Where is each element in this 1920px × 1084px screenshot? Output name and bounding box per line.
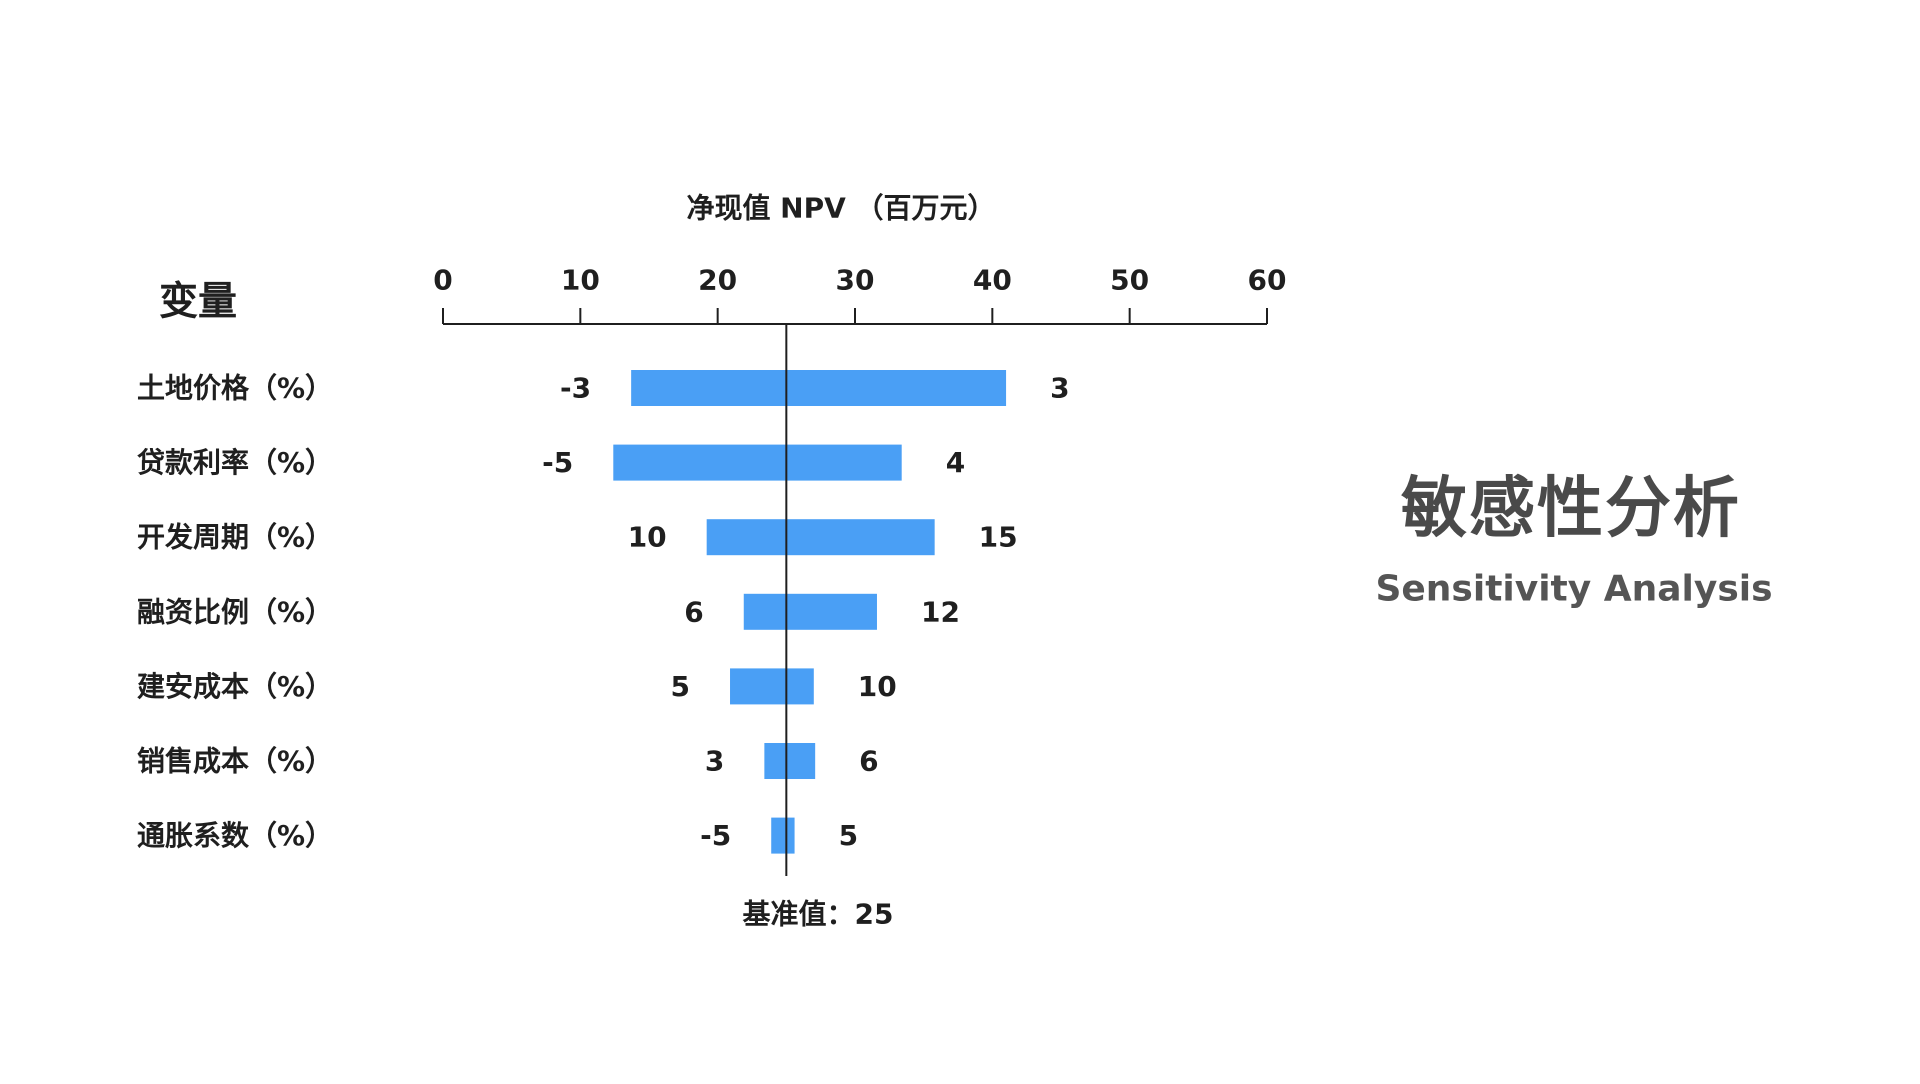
x-tick-label: 50 xyxy=(1110,264,1149,297)
bar-high-label: 3 xyxy=(1050,372,1069,405)
bar-low-label: -5 xyxy=(542,446,573,479)
variable-label: 开发周期（%） xyxy=(137,521,333,554)
x-tick-label: 20 xyxy=(698,264,737,297)
bar-low-label: -5 xyxy=(700,819,731,852)
x-tick-label: 40 xyxy=(973,264,1012,297)
variable-column-title: 变量 xyxy=(159,280,237,325)
bar-high-label: 12 xyxy=(921,595,960,628)
variable-label: 建安成本（%） xyxy=(137,670,333,703)
bar-high-label: 6 xyxy=(859,745,878,778)
bar xyxy=(764,743,816,779)
bar xyxy=(771,817,795,854)
bar xyxy=(631,370,1007,406)
bar-low-label: -3 xyxy=(560,372,591,405)
bars xyxy=(613,370,1007,854)
bar-high-label: 5 xyxy=(839,819,858,852)
bar-high-label: 10 xyxy=(858,670,897,703)
x-tick-label: 30 xyxy=(836,264,875,297)
bar xyxy=(706,519,935,556)
bar-low-label: 6 xyxy=(684,595,703,628)
bar-high-label: 4 xyxy=(946,446,965,479)
variable-label: 土地价格（%） xyxy=(137,372,333,405)
variable-label: 融资比例（%） xyxy=(137,595,333,628)
x-tick-label: 10 xyxy=(561,264,600,297)
variable-label: 销售成本（%） xyxy=(137,745,333,778)
bar-low-label: 3 xyxy=(705,745,724,778)
x-axis-title: 净现值 NPV （百万元） xyxy=(686,192,995,225)
baseline-label: 基准值：25 xyxy=(743,898,894,931)
row-labels: 土地价格（%） 贷款利率（%） 开发周期（%） 融资比例（%） 建安成本（%） 销售成本（… xyxy=(137,372,333,853)
bar xyxy=(730,668,814,705)
bar xyxy=(743,593,877,630)
variable-label: 通胀系数（%） xyxy=(137,819,333,852)
side-title-en: Sensitivity Analysis xyxy=(1375,569,1772,610)
value-labels: -3 3 -5 4 10 15 6 12 5 10 3 6 -5 5 xyxy=(542,372,1069,853)
variable-label: 贷款利率（%） xyxy=(137,446,333,479)
x-axis: 0 10 20 30 40 50 60 xyxy=(433,264,1286,325)
side-title-zh: 敏感性分析 xyxy=(1401,470,1741,547)
x-tick-label: 60 xyxy=(1248,264,1287,297)
bar-low-label: 5 xyxy=(671,670,690,703)
bar xyxy=(613,444,902,481)
bar-low-label: 10 xyxy=(628,521,667,554)
bar-high-label: 15 xyxy=(979,521,1018,554)
x-tick-label: 0 xyxy=(433,264,452,297)
